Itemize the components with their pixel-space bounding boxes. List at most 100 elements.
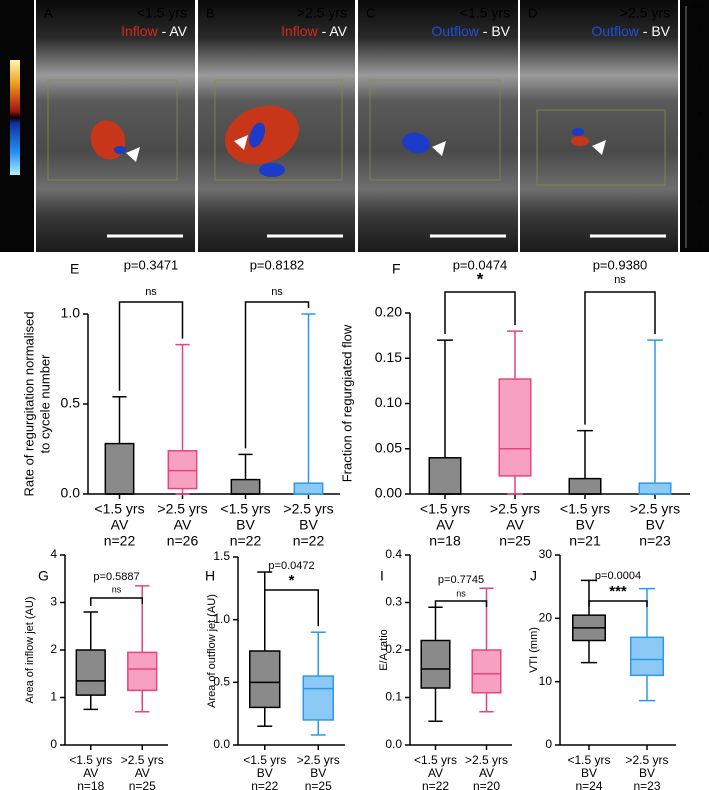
- x-group-label: AV: [436, 517, 454, 533]
- color-box: [369, 79, 501, 181]
- x-n-label: n=21: [569, 533, 601, 549]
- x-group-label: BV: [639, 766, 655, 780]
- significance-bracket: [434, 600, 488, 607]
- y-tick-label: 4: [50, 547, 57, 561]
- y-tick-label: 30: [539, 547, 553, 561]
- y-axis-label: Area of inflow jet (AU): [24, 597, 36, 704]
- y-tick-label: 20: [539, 611, 553, 625]
- x-n-label: n=25: [305, 779, 332, 790]
- x-n-label: n=18: [77, 779, 104, 790]
- ruler-tick: 7: [698, 242, 702, 248]
- x-n-label: n=18: [429, 533, 461, 549]
- x-n-label: n=23: [639, 533, 671, 549]
- x-tick-label: >2.5 yrs: [630, 501, 680, 517]
- x-group-label: BV: [299, 517, 318, 533]
- y-axis-label: Area of outflow jet (AU): [206, 594, 218, 708]
- box: [167, 450, 198, 490]
- doppler-flow: [114, 146, 126, 154]
- p-value: p=0.8182: [250, 257, 305, 272]
- p-value: p=0.7745: [438, 574, 484, 586]
- box: [104, 442, 135, 495]
- y-tick-label: 1.0: [213, 612, 230, 626]
- x-group-label: BV: [576, 517, 595, 533]
- panel-letter: G: [38, 568, 49, 584]
- y-axis-label: Rate of regurgitation normalised: [21, 312, 36, 497]
- x-group-label: AV: [174, 517, 192, 533]
- significance-bracket: [264, 589, 319, 627]
- y-tick-label: 1.5: [213, 549, 230, 563]
- y-tick-label: 10: [539, 674, 553, 688]
- box: [471, 649, 502, 694]
- y-tick-label: 0.00: [375, 485, 402, 501]
- x-n-label: n=24: [575, 779, 602, 790]
- x-group-label: BV: [257, 766, 273, 780]
- y-axis-label: VTI (mm): [528, 627, 540, 673]
- y-tick-label: 0.1: [385, 690, 402, 704]
- panel-letter: C: [366, 5, 375, 20]
- y-tick-label: 0.0: [213, 737, 230, 751]
- arrowhead: [592, 140, 606, 155]
- x-group-label: BV: [236, 517, 255, 533]
- flow-type: Inflow: [121, 23, 158, 39]
- box: [630, 636, 664, 677]
- significance: ***: [609, 583, 627, 600]
- p-value: p=0.3471: [124, 257, 179, 272]
- x-n-label: n=22: [293, 533, 325, 549]
- y-tick-label: 0.15: [375, 349, 402, 365]
- significance: ns: [456, 588, 466, 598]
- box: [498, 378, 532, 477]
- box: [428, 457, 462, 495]
- significance-bracket: [584, 291, 656, 425]
- panel-letter: A: [44, 5, 53, 20]
- x-tick-label: <1.5 yrs: [414, 753, 457, 767]
- box: [249, 650, 281, 709]
- ruler-tick: 2: [698, 27, 702, 33]
- arrowhead: [234, 135, 248, 150]
- significance-bracket: [588, 600, 648, 607]
- x-n-label: n=22: [104, 533, 136, 549]
- y-axis-label: E/A ratio: [378, 629, 390, 671]
- colorbar: [10, 60, 20, 175]
- x-tick-label: >2.5 yrs: [490, 501, 540, 517]
- y-tick-label: 0.0: [385, 737, 402, 751]
- panel-letter: H: [205, 568, 215, 584]
- x-tick-label: >2.5 yrs: [625, 753, 668, 767]
- significance: ns: [145, 286, 157, 298]
- x-tick-label: >2.5 yrs: [465, 753, 508, 767]
- y-tick-label: 0.5: [61, 395, 81, 411]
- y-axis-label: Fraction of regurgiated flow: [339, 324, 354, 482]
- vessel: - AV: [318, 23, 348, 39]
- x-tick-label: <1.5 yrs: [420, 501, 470, 517]
- ruler-tick: 3: [698, 70, 702, 76]
- significance-bracket: [244, 301, 310, 449]
- p-value: p=0.5887: [93, 571, 139, 583]
- x-group-label: BV: [310, 766, 326, 780]
- box: [302, 675, 334, 721]
- p-value: p=0.0472: [268, 560, 314, 572]
- panel-letter: B: [206, 5, 215, 20]
- x-group-label: AV: [111, 517, 129, 533]
- flow-label: Outflow - BV: [591, 23, 670, 39]
- x-group-label: AV: [506, 517, 524, 533]
- box: [420, 639, 451, 689]
- flow-label: Inflow - AV: [281, 23, 348, 39]
- x-n-label: n=23: [633, 779, 660, 790]
- flow-type: Outflow: [591, 23, 639, 39]
- x-group-label: BV: [646, 517, 665, 533]
- panel-letter: F: [392, 261, 401, 277]
- box: [293, 482, 324, 495]
- y-tick-label: 0.3: [385, 595, 402, 609]
- color-box: [214, 79, 343, 181]
- vessel: - BV: [479, 23, 511, 39]
- y-tick-label: 0: [545, 737, 552, 751]
- arrowhead: [126, 147, 140, 162]
- x-tick-label: >2.5 yrs: [121, 753, 164, 767]
- x-group-label: AV: [83, 766, 98, 780]
- x-tick-label: <1.5 yrs: [567, 753, 610, 767]
- x-tick-label: >2.5 yrs: [283, 501, 333, 517]
- x-n-label: n=26: [167, 533, 199, 549]
- x-tick-label: <1.5 yrs: [560, 501, 610, 517]
- flow-label: Inflow - AV: [121, 23, 188, 39]
- y-tick-label: 0.0: [61, 485, 81, 501]
- ruler-tick: 4: [698, 113, 702, 119]
